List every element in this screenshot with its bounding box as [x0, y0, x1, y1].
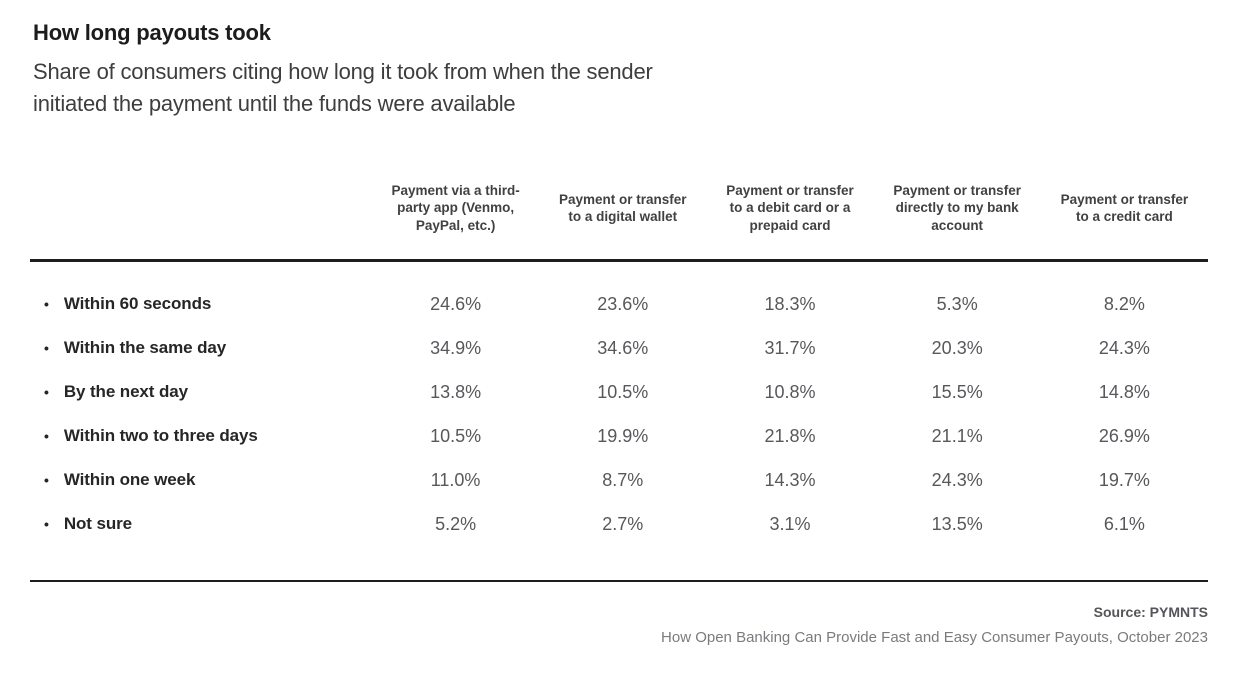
value-cell: 21.8%	[764, 425, 816, 446]
value-cell: 8.2%	[1103, 293, 1145, 314]
value-cell: 26.9%	[1098, 425, 1150, 446]
subtitle-line-2: initiated the payment until the funds we…	[33, 91, 516, 116]
value-cell: 10.5%	[597, 381, 649, 402]
value-cell: 24.3%	[1098, 337, 1150, 358]
value-cell: 5.3%	[936, 293, 978, 314]
value-cell: 15.5%	[931, 381, 983, 402]
value-cell: 10.8%	[764, 381, 816, 402]
header-cell-credit-card: Payment or transfer to a credit card	[1060, 191, 1189, 224]
value-cell: 24.3%	[931, 469, 983, 490]
value-cell: 31.7%	[764, 337, 816, 358]
header-cell-bank-account: Payment or transfer directly to my bank …	[893, 183, 1021, 233]
figure-title: How long payouts took	[33, 20, 271, 45]
value-cell: 20.3%	[931, 337, 983, 358]
row-label: • Within the same day	[44, 338, 227, 357]
bullet-icon: •	[44, 472, 49, 488]
bullet-icon: •	[44, 384, 49, 400]
table-header-row: Payment via a third-party app (Venmo, Pa…	[30, 166, 1208, 262]
header-cell-third-party-app: Payment via a third-party app (Venmo, Pa…	[391, 183, 520, 233]
table-body: • Within 60 seconds 24.6% 23.6% 18.3% 5.3…	[30, 262, 1208, 582]
table-row-not-sure: • Not sure 5.2% 2.7% 3.1% 13.5% 6.1%	[30, 502, 1208, 546]
value-cell: 13.5%	[931, 513, 983, 534]
bullet-icon: •	[44, 428, 49, 444]
header-cell-digital-wallet: Payment or transfer to a digital wallet	[559, 191, 687, 224]
subtitle-line-1: Share of consumers citing how long it to…	[33, 59, 653, 84]
bullet-icon: •	[44, 296, 49, 312]
row-label: • Within 60 seconds	[44, 294, 212, 313]
bullet-icon: •	[44, 516, 49, 532]
figure-footer: Source: PYMNTS How Open Banking Can Prov…	[33, 604, 1208, 646]
report-title: How Open Banking Can Provide Fast and Ea…	[661, 629, 1208, 646]
value-cell: 2.7%	[602, 513, 644, 534]
payout-duration-table: Payment via a third-party app (Venmo, Pa…	[30, 166, 1208, 582]
table-row-by-next-day: • By the next day 13.8% 10.5% 10.8% 15.5%…	[30, 370, 1208, 414]
value-cell: 34.9%	[430, 337, 482, 358]
value-cell: 3.1%	[769, 513, 811, 534]
figure-header: How long payouts took Share of consumers…	[0, 0, 1241, 120]
row-label: • By the next day	[44, 382, 188, 401]
table-row-within-60-seconds: • Within 60 seconds 24.6% 23.6% 18.3% 5.3…	[30, 282, 1208, 326]
value-cell: 8.7%	[602, 469, 644, 490]
value-cell: 19.9%	[597, 425, 649, 446]
value-cell: 14.3%	[764, 469, 816, 490]
table-row-within-same-day: • Within the same day 34.9% 34.6% 31.7% 2…	[30, 326, 1208, 370]
table-row-within-one-week: • Within one week 11.0% 8.7% 14.3% 24.3% …	[30, 458, 1208, 502]
value-cell: 13.8%	[430, 381, 482, 402]
value-cell: 5.2%	[435, 513, 477, 534]
value-cell: 21.1%	[931, 425, 983, 446]
value-cell: 6.1%	[1103, 513, 1145, 534]
value-cell: 19.7%	[1098, 469, 1150, 490]
header-cell-debit-prepaid-card: Payment or transfer to a debit card or a…	[726, 183, 854, 233]
value-cell: 24.6%	[430, 293, 482, 314]
value-cell: 18.3%	[764, 293, 816, 314]
row-label: • Not sure	[44, 514, 132, 533]
table-row-two-to-three-days: • Within two to three days 10.5% 19.9% 21…	[30, 414, 1208, 458]
figure-subtitle: Share of consumers citing how long it to…	[33, 56, 1208, 120]
bullet-icon: •	[44, 340, 49, 356]
value-cell: 34.6%	[597, 337, 649, 358]
source-attribution: Source: PYMNTS	[1093, 604, 1208, 620]
value-cell: 11.0%	[430, 469, 481, 490]
row-label: • Within two to three days	[44, 426, 258, 445]
value-cell: 23.6%	[597, 293, 649, 314]
row-label: • Within one week	[44, 470, 196, 489]
value-cell: 14.8%	[1098, 381, 1150, 402]
value-cell: 10.5%	[430, 425, 482, 446]
